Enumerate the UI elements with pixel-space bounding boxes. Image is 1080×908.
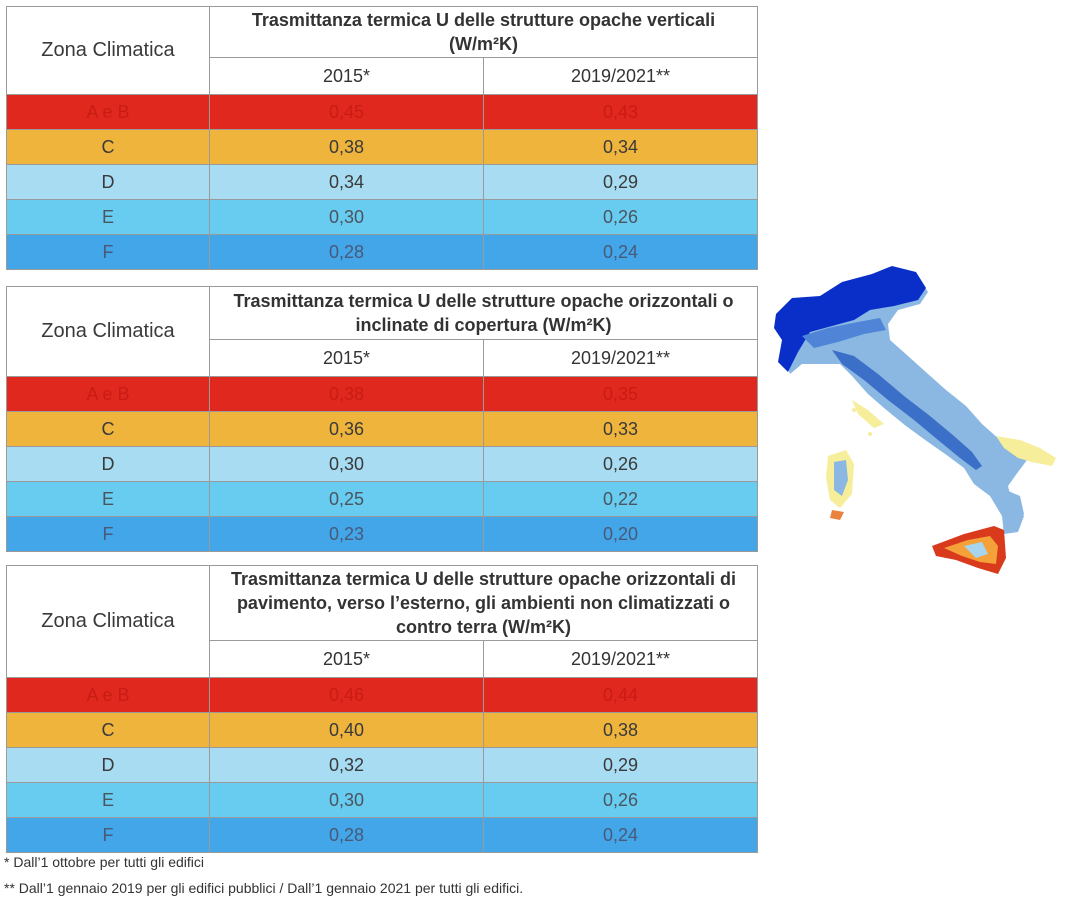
year-2019-header: 2019/2021** (483, 640, 758, 678)
value-2015-cell: 0,28 (209, 817, 484, 853)
map-alps-zone-f (774, 266, 926, 372)
map-sicily-inner (964, 542, 988, 558)
table-vertical-structures: Zona Climatica Trasmittanza termica U de… (6, 6, 758, 270)
table-title: Trasmittanza termica U delle strutture o… (209, 565, 758, 641)
value-2015-cell: 0,46 (209, 677, 484, 713)
value-2019-cell: 0,43 (483, 94, 758, 130)
map-apennines (832, 350, 982, 470)
value-2015-cell: 0,28 (209, 234, 484, 270)
footnotes: * Dall’1 ottobre per tutti gli edifici *… (4, 849, 523, 901)
year-2015-header: 2015* (209, 640, 484, 678)
map-sardinia-south (830, 510, 844, 520)
map-sardinia-inner (834, 460, 848, 496)
zone-cell: C (6, 411, 210, 447)
value-2019-cell: 0,35 (483, 376, 758, 412)
zone-cell: C (6, 129, 210, 165)
value-2019-cell: 0,24 (483, 234, 758, 270)
table-row: F 0,28 0,24 (6, 817, 758, 853)
table-row: D 0,34 0,29 (6, 164, 758, 200)
table-floor-structures: Zona Climatica Trasmittanza termica U de… (6, 565, 758, 853)
table-title: Trasmittanza termica U delle strutture o… (209, 286, 758, 340)
year-2015-header: 2015* (209, 339, 484, 377)
value-2015-cell: 0,32 (209, 747, 484, 783)
map-calabria (1006, 490, 1024, 526)
year-2015-header: 2015* (209, 57, 484, 95)
footnote-2015: * Dall’1 ottobre per tutti gli edifici (4, 854, 204, 870)
value-2015-cell: 0,34 (209, 164, 484, 200)
zone-cell: D (6, 446, 210, 482)
value-2019-cell: 0,24 (483, 817, 758, 853)
value-2015-cell: 0,38 (209, 129, 484, 165)
value-2019-cell: 0,26 (483, 199, 758, 235)
zone-header: Zona Climatica (6, 6, 210, 95)
zone-cell: D (6, 747, 210, 783)
table-row: D 0,30 0,26 (6, 446, 758, 482)
table-row: C 0,40 0,38 (6, 712, 758, 748)
value-2015-cell: 0,30 (209, 199, 484, 235)
value-2015-cell: 0,25 (209, 481, 484, 517)
value-2019-cell: 0,34 (483, 129, 758, 165)
zone-cell: E (6, 481, 210, 517)
value-2019-cell: 0,44 (483, 677, 758, 713)
map-coast-zone-c-adriatic (996, 436, 1056, 466)
zone-cell: E (6, 782, 210, 818)
zone-cell: F (6, 817, 210, 853)
map-coast-zone-c-tyrrhenian (852, 400, 884, 428)
value-2015-cell: 0,30 (209, 446, 484, 482)
table-row: A e B 0,46 0,44 (6, 677, 758, 713)
zone-cell: A e B (6, 376, 210, 412)
table-title: Trasmittanza termica U delle strutture o… (209, 6, 758, 58)
value-2019-cell: 0,20 (483, 516, 758, 552)
year-2019-header: 2019/2021** (483, 339, 758, 377)
value-2019-cell: 0,38 (483, 712, 758, 748)
zone-cell: A e B (6, 677, 210, 713)
table-roof-structures: Zona Climatica Trasmittanza termica U de… (6, 286, 758, 552)
value-2019-cell: 0,26 (483, 782, 758, 818)
zone-cell: C (6, 712, 210, 748)
map-island (852, 408, 856, 412)
value-2019-cell: 0,33 (483, 411, 758, 447)
table-row: E 0,30 0,26 (6, 199, 758, 235)
zone-cell: F (6, 234, 210, 270)
value-2015-cell: 0,38 (209, 376, 484, 412)
map-po-valley (802, 318, 886, 348)
zone-header: Zona Climatica (6, 565, 210, 678)
map-island (868, 432, 872, 436)
table-row: F 0,23 0,20 (6, 516, 758, 552)
italy-map-icon (774, 266, 1056, 574)
table-row: E 0,30 0,26 (6, 782, 758, 818)
table-row: A e B 0,38 0,35 (6, 376, 758, 412)
zone-cell: A e B (6, 94, 210, 130)
table-row: D 0,32 0,29 (6, 747, 758, 783)
value-2019-cell: 0,22 (483, 481, 758, 517)
value-2019-cell: 0,26 (483, 446, 758, 482)
footnote-2019-2021: ** Dall’1 gennaio 2019 per gli edifici p… (4, 880, 524, 896)
value-2015-cell: 0,40 (209, 712, 484, 748)
zone-cell: F (6, 516, 210, 552)
value-2015-cell: 0,45 (209, 94, 484, 130)
table-row: E 0,25 0,22 (6, 481, 758, 517)
value-2019-cell: 0,29 (483, 164, 758, 200)
table-row: F 0,28 0,24 (6, 234, 758, 270)
zone-cell: E (6, 199, 210, 235)
zone-header: Zona Climatica (6, 286, 210, 377)
zone-cell: D (6, 164, 210, 200)
value-2015-cell: 0,30 (209, 782, 484, 818)
value-2015-cell: 0,23 (209, 516, 484, 552)
table-row: C 0,38 0,34 (6, 129, 758, 165)
table-row: C 0,36 0,33 (6, 411, 758, 447)
value-2019-cell: 0,29 (483, 747, 758, 783)
value-2015-cell: 0,36 (209, 411, 484, 447)
table-row: A e B 0,45 0,43 (6, 94, 758, 130)
year-2019-header: 2019/2021** (483, 57, 758, 95)
